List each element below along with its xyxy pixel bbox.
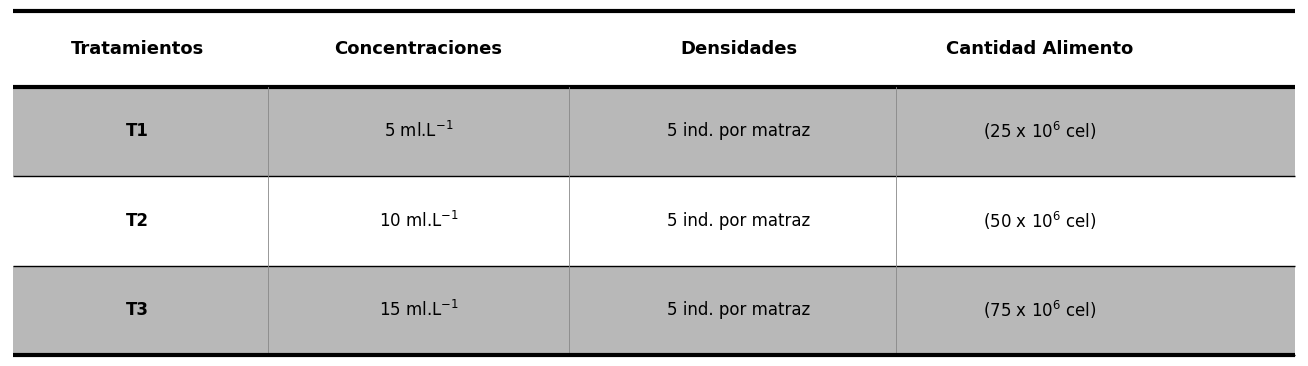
Text: T1: T1 [126, 122, 149, 141]
Bar [13, 11, 1295, 87]
Text: T3: T3 [126, 301, 149, 319]
Text: (75 x 10$^{6}$ cel): (75 x 10$^{6}$ cel) [984, 299, 1096, 321]
Text: 5 ind. por matraz: 5 ind. por matraz [667, 212, 811, 230]
Text: (25 x 10$^{6}$ cel): (25 x 10$^{6}$ cel) [984, 120, 1096, 142]
Bar [13, 176, 1295, 266]
Text: 10 ml.L$^{-1}$: 10 ml.L$^{-1}$ [378, 211, 459, 231]
Text: 5 ml.L$^{-1}$: 5 ml.L$^{-1}$ [383, 122, 454, 141]
Text: Cantidad Alimento: Cantidad Alimento [946, 40, 1134, 58]
Text: Tratamientos: Tratamientos [71, 40, 204, 58]
Text: 15 ml.L$^{-1}$: 15 ml.L$^{-1}$ [378, 300, 459, 320]
Text: Densidades: Densidades [680, 40, 798, 58]
Text: Concentraciones: Concentraciones [335, 40, 502, 58]
Text: T2: T2 [126, 212, 149, 230]
Bar [13, 87, 1295, 176]
Text: 5 ind. por matraz: 5 ind. por matraz [667, 122, 811, 141]
Bar [13, 266, 1295, 355]
Text: 5 ind. por matraz: 5 ind. por matraz [667, 301, 811, 319]
Text: (50 x 10$^{6}$ cel): (50 x 10$^{6}$ cel) [984, 210, 1096, 232]
